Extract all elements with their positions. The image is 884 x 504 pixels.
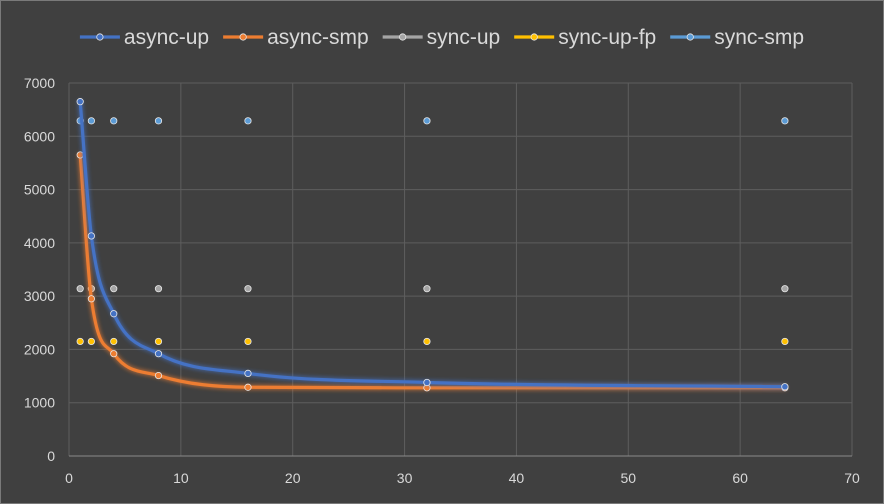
data-point — [244, 285, 252, 293]
data-point — [423, 378, 431, 387]
data-point — [154, 117, 163, 125]
series-sync-up-fp — [76, 337, 789, 346]
series-sync-up — [76, 285, 789, 293]
legend-entry-sync-smp: sync-smp — [670, 26, 804, 49]
data-point — [244, 117, 252, 125]
data-point — [87, 117, 95, 125]
data-point — [244, 369, 252, 378]
x-tick-label: 20 — [285, 470, 301, 486]
legend-marker — [530, 33, 538, 41]
data-point — [87, 232, 95, 240]
legend-entry-sync-up: sync-up — [382, 26, 501, 49]
data-point — [781, 383, 789, 391]
legend-label: async-smp — [267, 26, 369, 49]
data-point — [244, 383, 252, 391]
y-tick-label: 1000 — [24, 395, 55, 411]
legend-marker — [686, 33, 694, 41]
legend-label: sync-up — [427, 26, 501, 49]
x-tick-label: 0 — [65, 470, 73, 486]
series-layer — [76, 98, 789, 392]
data-point — [154, 285, 163, 293]
legend: async-up async-smp sync-up sync-up-fp sync-s… — [79, 26, 804, 49]
x-tick-label: 40 — [509, 470, 525, 486]
y-tick-label: 0 — [47, 448, 55, 464]
data-point — [110, 337, 118, 346]
data-point — [423, 117, 431, 125]
legend-entry-sync-up-fp: sync-up-fp — [514, 26, 656, 49]
series-async-up — [76, 98, 789, 391]
legend-entry-async-up: async-up — [79, 26, 209, 49]
data-point — [76, 151, 84, 159]
legend-marker — [239, 33, 247, 41]
legend-label: async-up — [124, 26, 209, 49]
data-point — [154, 350, 163, 358]
data-point — [110, 117, 118, 125]
grid-lines — [68, 82, 853, 457]
data-point — [76, 285, 84, 293]
series-line-async-up — [78, 100, 787, 389]
data-point — [781, 337, 789, 346]
series-sync-smp — [76, 117, 789, 125]
y-tick-label: 7000 — [24, 75, 55, 91]
x-tick-label: 70 — [844, 470, 860, 486]
data-point — [423, 285, 431, 293]
y-tick-label: 5000 — [24, 182, 55, 198]
data-point — [781, 117, 789, 125]
y-tick-label: 4000 — [24, 235, 55, 251]
x-tick-label: 10 — [173, 470, 189, 486]
legend-entry-async-smp: async-smp — [223, 26, 369, 49]
data-point — [244, 337, 252, 346]
data-point — [110, 310, 118, 318]
data-point — [423, 337, 431, 346]
data-point — [87, 337, 95, 346]
x-tick-label: 60 — [732, 470, 748, 486]
y-tick-label: 2000 — [24, 341, 55, 357]
series-async-smp — [76, 151, 789, 392]
data-point — [76, 98, 84, 106]
x-tick-label: 30 — [397, 470, 413, 486]
x-tick-label: 50 — [620, 470, 636, 486]
legend-marker — [96, 33, 104, 41]
data-point — [154, 337, 163, 346]
data-point — [110, 285, 118, 293]
data-point — [110, 350, 118, 358]
legend-marker — [399, 33, 407, 41]
data-point — [154, 371, 163, 380]
y-tick-label: 3000 — [24, 288, 55, 304]
legend-label: sync-up-fp — [558, 26, 656, 49]
data-point — [87, 295, 95, 303]
axis-tick-labels: 0 1000 2000 3000 4000 5000 6000 7000 0 10 20 30 40 50… — [24, 75, 860, 486]
y-tick-label: 6000 — [24, 128, 55, 144]
data-point — [76, 337, 84, 346]
data-point — [781, 285, 789, 293]
legend-label: sync-smp — [714, 26, 804, 49]
